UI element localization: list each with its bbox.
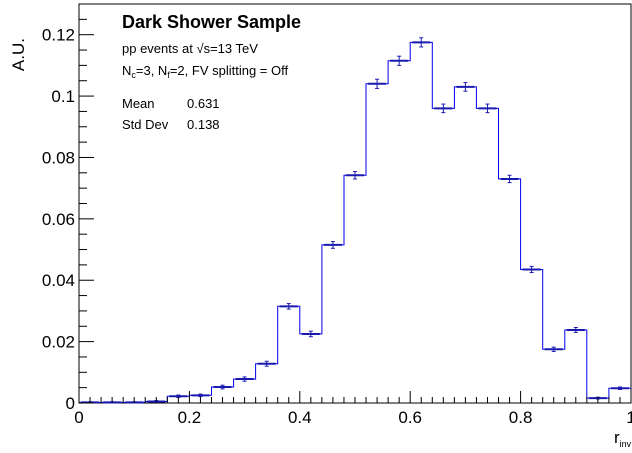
histogram-bin (500, 174, 519, 184)
histogram-bin (213, 384, 232, 390)
histogram-bin (456, 82, 475, 92)
y-axis-title: A.U. (9, 38, 28, 71)
histogram-bin (566, 326, 585, 333)
histogram-bin (257, 360, 276, 367)
histogram-bin (345, 171, 365, 180)
y-tick-label: 0 (66, 394, 75, 413)
axes: 0 0.2 0.4 0.6 0.8 1 0 0.02 0.04 0.06 0.08 0.1 0.12 (42, 3, 632, 427)
y-tick-label: 0.02 (42, 333, 75, 352)
histogram-bin (279, 303, 298, 310)
x-tick-label: 0.6 (398, 408, 422, 427)
histogram-bin (235, 376, 254, 382)
info-line-parameters: Nc=3, Nf=2, FV splitting = Off (122, 63, 288, 80)
info-line-energy: pp events at √s=13 TeV (122, 41, 258, 56)
histogram-bin (191, 393, 210, 398)
x-tick-label: 0.4 (288, 408, 312, 427)
x-tick-label: 0 (74, 408, 83, 427)
histogram-bin (434, 103, 453, 114)
y-tick-label: 0.12 (42, 26, 75, 45)
x-tick-label: 1 (626, 408, 632, 427)
histogram-bin (412, 37, 431, 48)
y-tick-label: 0.04 (42, 271, 75, 290)
histogram-bin (610, 386, 629, 390)
x-axis-title: rinv (614, 428, 632, 449)
x-tick-label: 0.2 (178, 408, 202, 427)
stats-mean-label: Mean (122, 96, 155, 111)
chart-title: Dark Shower Sample (122, 12, 301, 32)
y-tick-label: 0.06 (42, 210, 75, 229)
stats-mean-value: 0.631 (187, 96, 220, 111)
stats-stddev-label: Std Dev (122, 117, 169, 132)
histogram-bin (478, 103, 497, 114)
y-tick-label: 0.1 (51, 87, 75, 106)
histogram-series (79, 37, 631, 404)
histogram-bin (323, 241, 342, 249)
histogram-bin (522, 265, 541, 274)
stats-stddev-value: 0.138 (187, 117, 220, 132)
histogram-bin (390, 55, 409, 66)
histogram-bin (544, 346, 563, 352)
histogram-bin (368, 78, 387, 89)
y-tick-label: 0.08 (42, 148, 75, 167)
histogram-bin (301, 330, 320, 338)
x-tick-label: 0.8 (509, 408, 533, 427)
